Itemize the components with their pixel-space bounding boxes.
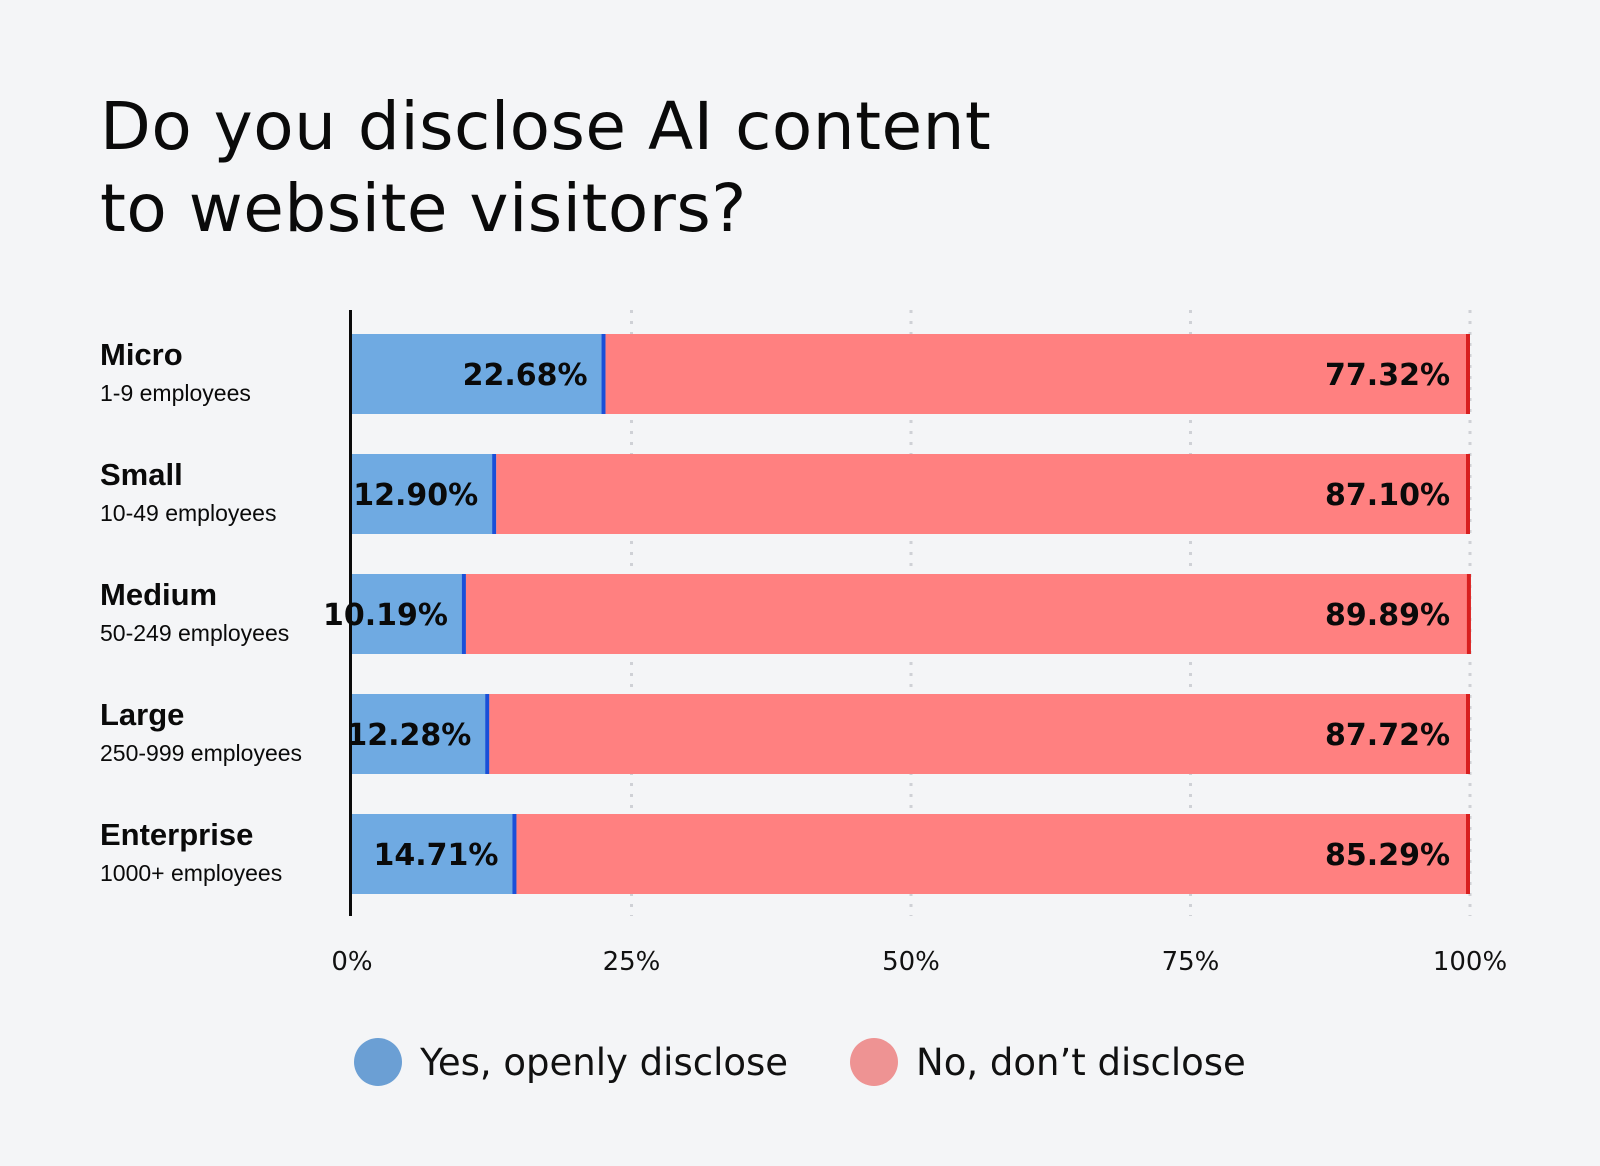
bar-edge-enterprise-yes	[512, 814, 517, 894]
value-label-enterprise-yes: 14.71%	[374, 838, 499, 873]
bar-small-yes	[352, 454, 497, 534]
bar-micro-yes	[352, 334, 606, 414]
x-tick-label-25: 25%	[603, 947, 661, 977]
category-sublabel-large: 250-999 employees	[100, 740, 302, 766]
value-label-small-no: 87.10%	[1325, 478, 1450, 513]
chart-title-line-2: to website visitors?	[100, 170, 747, 247]
x-tick-label-75: 75%	[1162, 947, 1220, 977]
value-label-medium-no: 89.89%	[1325, 598, 1450, 633]
legend-label-no: No, don’t disclose	[916, 1040, 1246, 1084]
bar-micro-no	[605, 334, 1470, 414]
value-label-micro-no: 77.32%	[1325, 358, 1450, 393]
bar-edge-large-yes	[485, 694, 490, 774]
legend-label-yes: Yes, openly disclose	[420, 1040, 789, 1084]
bar-large-no	[489, 694, 1470, 774]
x-tick-label-50: 50%	[882, 947, 940, 977]
bar-edge-micro-yes	[601, 334, 606, 414]
bar-edge-enterprise-no	[1466, 814, 1470, 894]
category-sublabel-medium: 50-249 employees	[100, 620, 289, 646]
chart-legend: Yes, openly disclose No, don’t disclose	[0, 1038, 1600, 1086]
bar-large-yes	[352, 694, 490, 774]
bar-edge-small-yes	[492, 454, 497, 534]
bar-edge-medium-yes	[461, 574, 466, 654]
bar-edge-medium-no	[1466, 574, 1471, 654]
chart-title-line-1: Do you disclose AI content	[100, 88, 992, 165]
bar-edge-small-no	[1466, 454, 1470, 534]
value-label-enterprise-no: 85.29%	[1325, 838, 1450, 873]
bar-medium-yes	[352, 574, 466, 654]
bar-medium-no	[465, 574, 1471, 654]
category-sublabel-enterprise: 1000+ employees	[100, 860, 282, 886]
bar-enterprise-yes	[352, 814, 517, 894]
x-tick-label-0: 0%	[331, 947, 372, 977]
x-tick-label-100: 100%	[1433, 947, 1507, 977]
legend-swatch-yes	[354, 1038, 403, 1086]
category-sublabel-small: 10-49 employees	[100, 500, 276, 526]
category-label-enterprise: Enterprise	[100, 817, 253, 852]
stacked-bar-chart: 22.68% 77.32% Micro 1-9 employees 12.90% 87.1…	[100, 310, 1507, 977]
category-label-small: Small	[100, 457, 183, 492]
legend-swatch-no	[850, 1038, 899, 1086]
chart-title: Do you disclose AI content to website vi…	[100, 86, 1100, 250]
value-label-medium-yes: 10.19%	[323, 598, 448, 633]
legend-item-yes: Yes, openly disclose	[354, 1038, 788, 1086]
legend-item-no: No, don’t disclose	[850, 1038, 1246, 1086]
category-label-large: Large	[100, 697, 184, 732]
bar-enterprise-no	[516, 814, 1470, 894]
category-label-medium: Medium	[100, 577, 217, 612]
value-label-large-no: 87.72%	[1325, 718, 1450, 753]
bar-edge-micro-no	[1466, 334, 1470, 414]
bar-edge-large-no	[1466, 694, 1470, 774]
value-label-micro-yes: 22.68%	[463, 358, 588, 393]
category-label-micro: Micro	[100, 337, 183, 372]
value-label-large-yes: 12.28%	[346, 718, 471, 753]
value-label-small-yes: 12.90%	[353, 478, 478, 513]
bar-small-no	[496, 454, 1470, 534]
category-sublabel-micro: 1-9 employees	[100, 380, 251, 406]
